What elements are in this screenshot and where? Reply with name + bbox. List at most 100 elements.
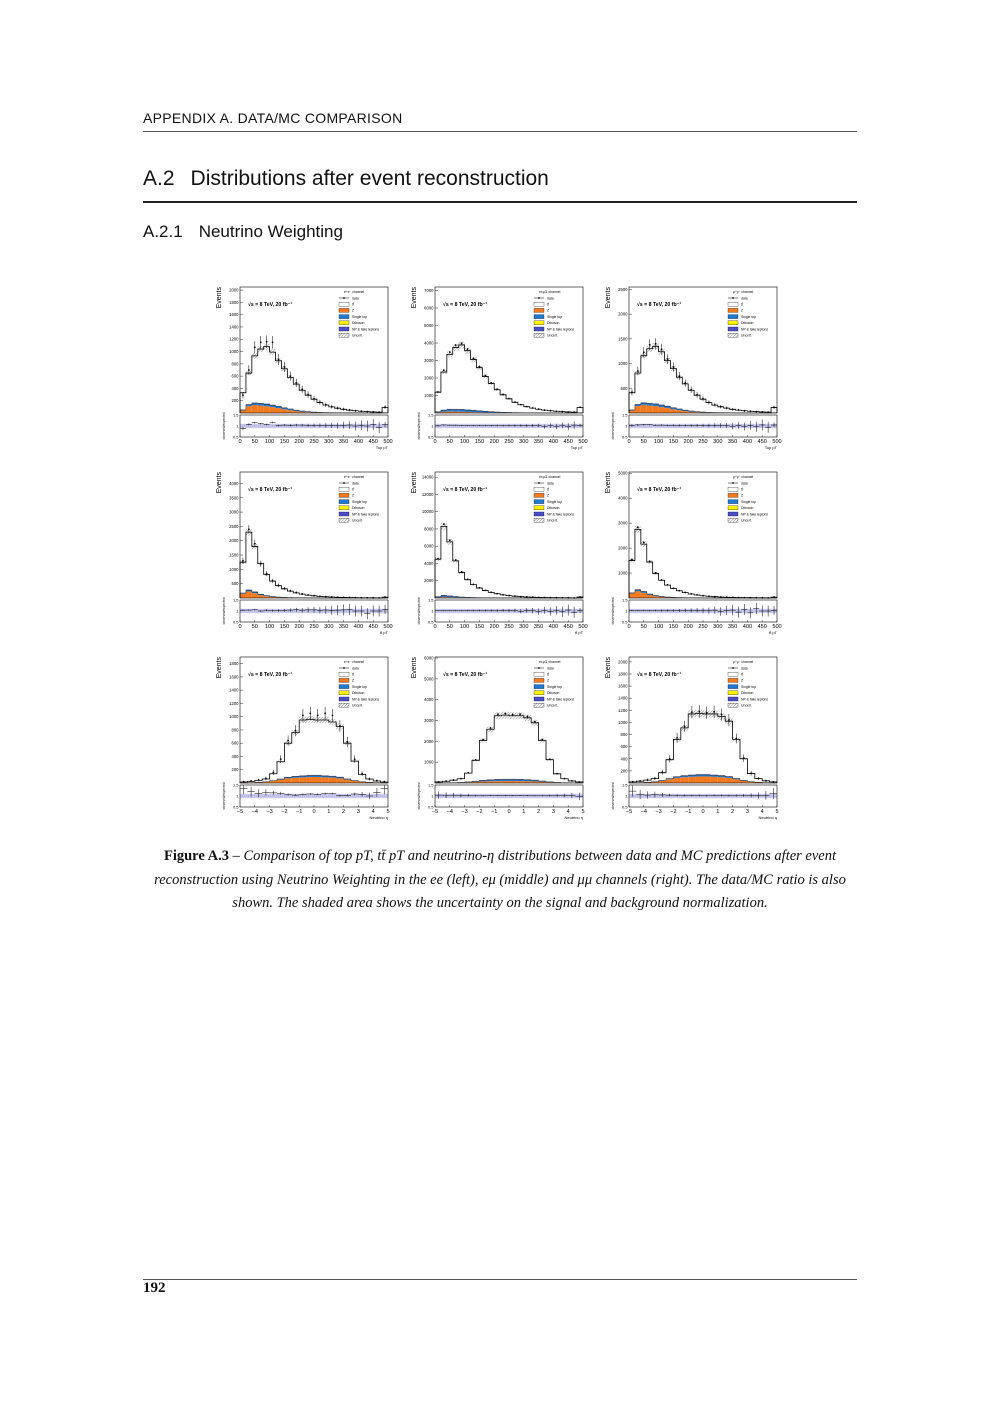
data-point bbox=[772, 780, 775, 783]
single-top-bar bbox=[472, 781, 480, 782]
legend-swatch-ttbar bbox=[533, 302, 545, 307]
data-point bbox=[504, 712, 507, 715]
ratio-tick-label: 0.5 bbox=[233, 620, 239, 625]
data-point bbox=[698, 710, 701, 713]
legend-swatch-single_top bbox=[533, 684, 545, 689]
data-point bbox=[472, 357, 475, 360]
y-tick-label: 14000 bbox=[422, 475, 434, 480]
legend-swatch-np bbox=[727, 326, 739, 332]
legend-data-dot bbox=[732, 297, 734, 299]
single-top-bar bbox=[501, 779, 509, 782]
x-tick-label: 200 bbox=[295, 439, 304, 445]
z-bar bbox=[676, 410, 683, 413]
legend-label-uncert: Uncert. bbox=[352, 334, 363, 338]
legend-swatch-diboson bbox=[727, 690, 739, 695]
x-tick-label: 300 bbox=[713, 624, 722, 630]
x-tick-label: 100 bbox=[460, 624, 469, 630]
single-top-bar bbox=[688, 411, 695, 412]
y-tick-label: 1000 bbox=[229, 714, 239, 719]
data-point bbox=[448, 351, 451, 353]
z-bar bbox=[634, 406, 641, 413]
legend-label-np: NP & fake leptons bbox=[741, 327, 768, 331]
data-point bbox=[502, 393, 504, 396]
data-point bbox=[279, 758, 282, 761]
data-point bbox=[702, 397, 704, 400]
single-top-bar bbox=[281, 407, 288, 410]
header-rule bbox=[143, 131, 857, 132]
data-point bbox=[737, 409, 740, 411]
y-tick-label: 200 bbox=[232, 767, 240, 772]
y-axis-label: Events bbox=[216, 472, 223, 494]
z-bar bbox=[464, 411, 471, 413]
single-top-bar bbox=[629, 592, 635, 594]
y-tick-label: 4000 bbox=[618, 496, 628, 501]
y-tick-label: 400 bbox=[621, 756, 629, 761]
data-point bbox=[316, 714, 319, 717]
channel-label: μ⁺μ⁻ channel bbox=[733, 290, 754, 294]
x-axis-label: tt̄ pT bbox=[769, 630, 778, 635]
z-bar bbox=[479, 781, 487, 783]
ratio-tick-label: 1 bbox=[431, 609, 434, 614]
x-tick-label: 0 bbox=[238, 624, 241, 630]
x-tick-label: 250 bbox=[504, 624, 513, 630]
z-bar bbox=[343, 779, 351, 783]
data-point bbox=[460, 777, 462, 780]
x-tick-label: 150 bbox=[475, 624, 484, 630]
single-top-bar bbox=[336, 777, 344, 779]
legend-swatch-single_top bbox=[338, 314, 350, 319]
data-point bbox=[648, 560, 651, 563]
z-bar bbox=[666, 779, 674, 783]
data-point bbox=[725, 407, 728, 409]
y-tick-label: 2000 bbox=[229, 538, 239, 543]
x-tick-label: 250 bbox=[504, 439, 513, 445]
z-bar bbox=[284, 778, 292, 783]
y-axis-label: Events bbox=[605, 472, 612, 494]
y-tick-label: 1800 bbox=[229, 661, 239, 666]
z-bar bbox=[472, 781, 480, 783]
data-point bbox=[579, 596, 581, 598]
x-tick-label: 450 bbox=[369, 439, 378, 445]
legend-label-data: data bbox=[547, 481, 554, 485]
ratio-tick-label: 1 bbox=[625, 609, 628, 614]
single-top-bar bbox=[680, 775, 689, 778]
single-top-bar bbox=[321, 776, 329, 778]
legend-data-dot bbox=[538, 482, 540, 484]
data-point bbox=[454, 344, 457, 346]
ratio-tick-label: 1 bbox=[236, 794, 239, 799]
y-tick-label: 600 bbox=[232, 374, 240, 379]
legend-swatch-z bbox=[533, 493, 545, 498]
data-point bbox=[497, 713, 499, 716]
y-tick-label: 2500 bbox=[229, 524, 239, 529]
y-tick-label: 400 bbox=[232, 754, 240, 759]
ratio-tick-label: 0.5 bbox=[233, 435, 239, 440]
single-top-bar bbox=[666, 778, 674, 780]
data-point bbox=[376, 779, 378, 782]
z-bar bbox=[682, 411, 689, 413]
background-outline bbox=[434, 779, 583, 784]
z-bar bbox=[501, 781, 509, 783]
single-top-bar bbox=[694, 411, 701, 413]
z-bar bbox=[321, 777, 329, 783]
y-tick-label: 1000 bbox=[229, 349, 239, 354]
single-top-bar bbox=[488, 411, 495, 413]
data-point bbox=[639, 780, 641, 782]
x-tick-label: 350 bbox=[534, 624, 543, 630]
legend-label-diboson: Diboson bbox=[352, 321, 365, 325]
single-top-bar bbox=[275, 406, 282, 409]
z-bar bbox=[314, 777, 322, 783]
y-tick-label: 1000 bbox=[229, 567, 239, 572]
data-point bbox=[437, 781, 440, 783]
data-point bbox=[336, 596, 339, 599]
z-bar bbox=[470, 412, 477, 413]
data-point bbox=[684, 382, 687, 385]
x-tick-label: 200 bbox=[490, 624, 499, 630]
channel-label: e±μ∓ channel bbox=[539, 475, 561, 479]
y-tick-label: 3500 bbox=[229, 495, 239, 500]
data-point bbox=[474, 758, 477, 761]
z-bar bbox=[245, 406, 252, 413]
data-point bbox=[765, 779, 767, 782]
background-outline bbox=[628, 774, 777, 784]
x-tick-label: 400 bbox=[743, 439, 752, 445]
data-point bbox=[259, 562, 262, 565]
data-point bbox=[511, 713, 514, 716]
